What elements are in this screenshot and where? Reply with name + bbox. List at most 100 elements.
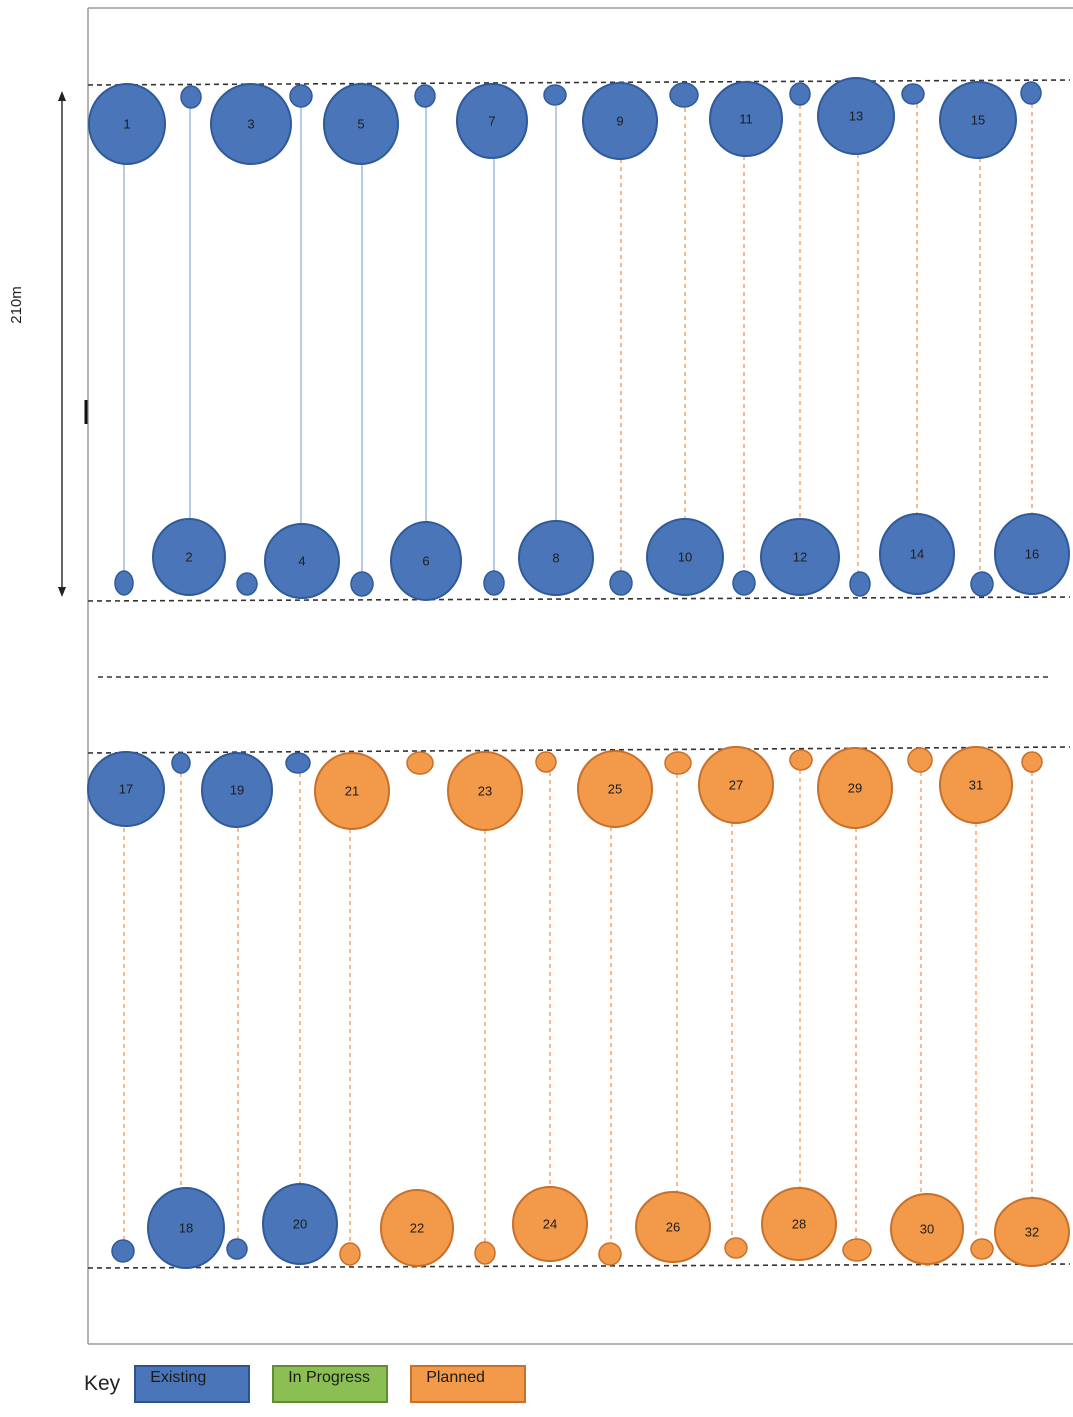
well-label-29: 29 [848, 781, 862, 796]
wellhead-small-6 [350, 571, 374, 597]
well-circle-28 [761, 1187, 837, 1261]
well-label-31: 31 [969, 778, 983, 793]
legend-title: Key [84, 1372, 121, 1395]
well-label-11: 11 [739, 112, 753, 127]
wellhead-small-32 [970, 1238, 994, 1260]
well-label-12: 12 [793, 550, 807, 565]
boundary-lines [87, 79, 1071, 1269]
wellhead-small-15 [1020, 81, 1042, 105]
well-circle-2 [152, 518, 226, 596]
wellhead-small-24 [474, 1241, 496, 1265]
wellhead-small-4 [236, 572, 258, 596]
wellhead-small-5 [414, 84, 436, 108]
well-label-7: 7 [488, 114, 495, 129]
well-label-8: 8 [552, 551, 559, 566]
legend-in-progress: In Progress [272, 1365, 389, 1403]
well-label-1: 1 [123, 117, 130, 132]
boundary-line-bottom-north [87, 746, 1071, 754]
wellhead-small-30 [842, 1238, 872, 1262]
wellhead-small-23 [535, 751, 557, 773]
wellhead-small-17 [171, 752, 191, 774]
wellhead-small-2 [114, 570, 134, 596]
wellhead-small-27 [789, 749, 813, 771]
well-circle-17 [87, 751, 165, 827]
well-label-25: 25 [608, 782, 622, 797]
wellhead-small-20 [226, 1238, 248, 1260]
legend-existing: Existing [134, 1365, 251, 1403]
well-circle-4 [264, 523, 340, 599]
legend-planned: Planned [410, 1365, 527, 1403]
well-circle-22 [380, 1189, 454, 1267]
boundary-line-bottom-south [87, 1263, 1071, 1269]
well-circle-5 [323, 83, 399, 165]
well-circle-26 [635, 1191, 711, 1263]
wellhead-small-22 [339, 1242, 361, 1266]
well-label-19: 19 [230, 783, 244, 798]
well-circle-21 [314, 752, 390, 830]
well-label-24: 24 [543, 1217, 557, 1232]
well-label-26: 26 [666, 1220, 680, 1235]
wellhead-small-29 [907, 747, 933, 773]
well-connections [123, 104, 1033, 1243]
well-label-27: 27 [729, 778, 743, 793]
well-circle-16 [994, 513, 1070, 595]
well-circle-13 [817, 77, 895, 155]
wellhead-small-13 [901, 83, 925, 105]
wellhead-small-19 [285, 752, 311, 774]
well-label-28: 28 [792, 1217, 806, 1232]
well-circle-30 [890, 1193, 964, 1265]
well-circle-29 [817, 747, 893, 829]
well-circle-24 [512, 1186, 588, 1262]
wellhead-small-12 [732, 570, 756, 596]
wellhead-small-11 [789, 82, 811, 106]
legend: Key Existing In Progress Planned [84, 1362, 548, 1406]
scale-label: 210m [8, 286, 25, 324]
well-label-14: 14 [910, 547, 924, 562]
well-circle-18 [147, 1187, 225, 1269]
well-circle-3 [210, 83, 292, 165]
well-circle-32 [994, 1197, 1070, 1267]
well-label-21: 21 [345, 784, 359, 799]
well-label-3: 3 [247, 117, 254, 132]
well-label-16: 16 [1025, 547, 1039, 562]
well-label-32: 32 [1025, 1225, 1039, 1240]
wellhead-small-26 [598, 1242, 622, 1266]
well-label-22: 22 [410, 1221, 424, 1236]
well-label-23: 23 [478, 784, 492, 799]
boundary-line-top-south [87, 596, 1071, 602]
well-label-4: 4 [298, 554, 305, 569]
well-circle-20 [262, 1183, 338, 1265]
well-circle-31 [939, 746, 1013, 824]
boundary-line-top-north [87, 79, 1071, 86]
well-circle-8 [518, 520, 594, 596]
wellhead-small-28 [724, 1237, 748, 1259]
well-circle-6 [390, 521, 462, 601]
wellhead-small-18 [111, 1239, 135, 1263]
legend-in-progress-label: In Progress [288, 1369, 370, 1386]
well-circle-27 [698, 746, 774, 824]
well-label-30: 30 [920, 1222, 934, 1237]
wellhead-small-8 [483, 570, 505, 596]
well-circle-7 [456, 83, 528, 159]
wellhead-small-16 [970, 571, 994, 597]
well-label-10: 10 [678, 550, 692, 565]
well-circle-10 [646, 518, 724, 596]
scale-arrowhead-bottom [58, 587, 66, 597]
well-circle-15 [939, 81, 1017, 159]
wellhead-small-1 [180, 85, 202, 109]
well-label-5: 5 [357, 117, 364, 132]
well-circle-25 [577, 750, 653, 828]
wells: 1234567891011121314151617181920212223242… [87, 77, 1070, 1269]
wellhead-small-25 [664, 751, 692, 775]
well-label-15: 15 [971, 113, 985, 128]
well-label-6: 6 [422, 554, 429, 569]
well-label-17: 17 [119, 782, 133, 797]
wellhead-small-14 [849, 571, 871, 597]
wellhead-small-21 [406, 751, 434, 775]
legend-existing-label: Existing [150, 1369, 207, 1386]
well-circle-23 [447, 751, 523, 831]
well-circle-14 [879, 513, 955, 595]
wellhead-small-31 [1021, 751, 1043, 773]
well-label-9: 9 [616, 114, 623, 129]
